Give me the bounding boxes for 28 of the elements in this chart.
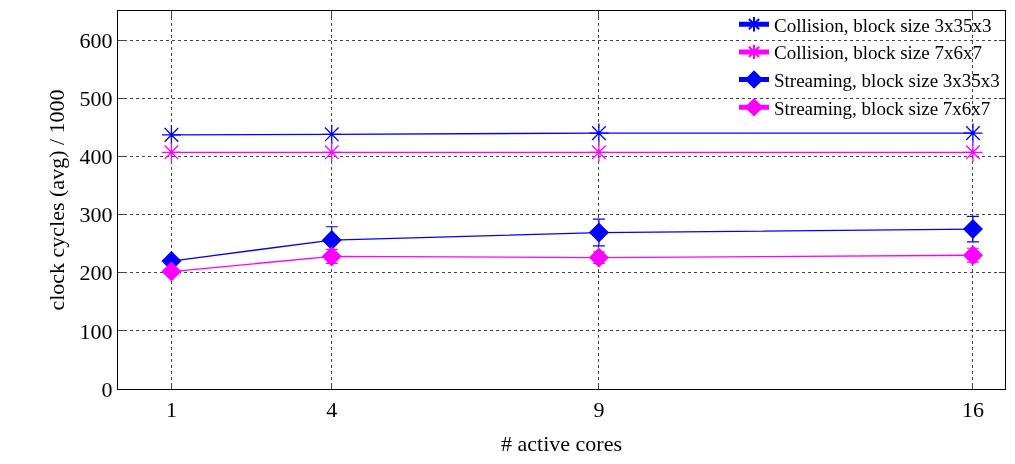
legend-label: Collision, block size 7x6x7 [774, 42, 982, 64]
point [962, 142, 984, 163]
x-tick-label: 1 [165, 396, 177, 422]
legend-label: Streaming, block size 3x35x3 [774, 69, 1000, 91]
y-tick-label: 600 [79, 27, 113, 53]
x-tick-label: 9 [593, 396, 605, 422]
point [161, 142, 182, 163]
x-tick-label: 16 [961, 396, 984, 422]
y-tick-label: 100 [79, 318, 113, 344]
x-tick-label: 4 [326, 396, 338, 422]
legend-label: Collision, block size 3x35x3 [774, 14, 992, 36]
point [589, 222, 609, 243]
y-tick-label: 0 [101, 376, 113, 402]
point [161, 261, 182, 282]
point [588, 142, 610, 163]
point [321, 230, 342, 250]
point [321, 124, 342, 145]
point [321, 142, 342, 163]
point [588, 122, 610, 144]
y-tick-label: 400 [79, 144, 113, 170]
point [161, 124, 182, 146]
y-tick-label: 300 [79, 202, 113, 228]
y-tick-label: 200 [79, 260, 113, 286]
x-axis-title: # active cores [501, 431, 622, 457]
point [962, 122, 984, 144]
legend-label: Streaming, block size 7x6x7 [774, 97, 991, 119]
y-axis-title: clock cycles (avg) / 1000 [44, 89, 70, 311]
y-tick-label: 500 [79, 85, 113, 111]
